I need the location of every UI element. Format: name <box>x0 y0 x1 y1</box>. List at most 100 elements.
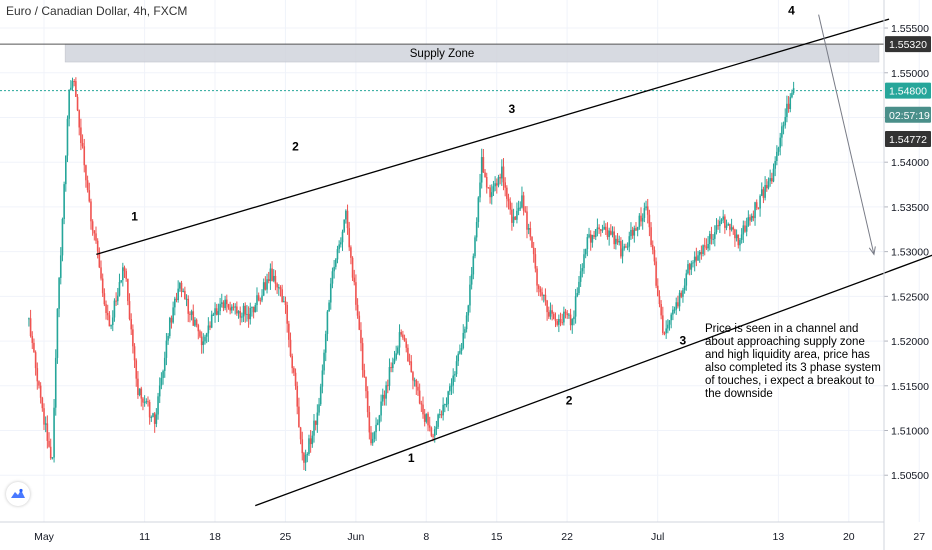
candle-body <box>752 215 755 219</box>
candle-body <box>521 195 523 208</box>
candle-body <box>740 234 743 240</box>
candle-body <box>371 438 374 444</box>
candle-body <box>38 381 40 386</box>
candle-body <box>462 332 465 349</box>
candle-body <box>529 228 532 237</box>
candle-body <box>546 300 548 313</box>
candle-body <box>767 181 770 189</box>
candle-body <box>33 342 35 353</box>
tradingview-logo-icon[interactable] <box>6 482 30 506</box>
candle-body <box>120 280 122 283</box>
candle-body <box>242 305 245 317</box>
candle-body <box>392 362 394 369</box>
candle-body <box>603 226 605 230</box>
candle-body <box>39 385 42 398</box>
candle-body <box>703 245 706 247</box>
candle-body <box>750 215 753 221</box>
projection-arrow-line <box>818 14 875 255</box>
candle-body <box>568 314 570 316</box>
candle-body <box>717 225 719 227</box>
candle-body <box>470 274 473 285</box>
candle-body <box>36 368 39 382</box>
candle-body <box>420 403 423 405</box>
candle-body <box>646 206 649 215</box>
candle-body <box>204 336 206 342</box>
candle-body <box>56 308 59 358</box>
candle-body <box>182 290 184 292</box>
candle-body <box>133 346 136 361</box>
candle-body <box>195 319 198 326</box>
candle-body <box>727 223 730 226</box>
candle-body <box>594 229 597 238</box>
touch-label: 2 <box>292 140 299 154</box>
candle-body <box>730 227 733 230</box>
candle-body <box>725 225 728 228</box>
candle-body <box>651 244 654 250</box>
candle-body <box>737 234 740 246</box>
candle-body <box>673 309 676 311</box>
candle-body <box>175 298 178 301</box>
candle-body <box>665 328 667 334</box>
candle-body <box>658 296 661 305</box>
y-tick-label: 1.52500 <box>891 291 929 303</box>
candle-body <box>219 303 221 312</box>
candle-body <box>501 166 503 179</box>
candle-body <box>467 305 470 316</box>
candle-body <box>653 249 656 262</box>
candle-body <box>566 313 569 316</box>
candle-body <box>422 404 424 415</box>
candle-body <box>648 214 651 228</box>
y-tick-label: 1.53500 <box>891 202 929 214</box>
candle-body <box>423 414 426 422</box>
candle-body <box>214 308 216 315</box>
candle-body <box>724 216 726 228</box>
touch-label: 1 <box>408 451 415 465</box>
candle-body <box>744 225 746 232</box>
candle-body <box>366 391 369 413</box>
candle-body <box>747 217 750 226</box>
candle-body <box>616 238 619 243</box>
candle-body <box>34 352 37 369</box>
candle-body <box>430 427 433 436</box>
candle-body <box>125 271 127 279</box>
candle-body <box>135 360 138 379</box>
candle-body <box>472 256 475 275</box>
candle-body <box>623 246 626 249</box>
candle-body <box>246 313 248 315</box>
candle-body <box>363 370 366 377</box>
candle-body <box>764 185 766 198</box>
candle-body <box>670 314 673 321</box>
candle-body <box>254 305 257 313</box>
candle-body <box>256 295 258 306</box>
candle-body <box>44 423 47 425</box>
candle-body <box>734 229 736 239</box>
candle-body <box>779 137 782 148</box>
candle-body <box>229 307 231 311</box>
y-tick-label: 1.55500 <box>891 23 929 35</box>
candle-body <box>610 230 612 235</box>
touch-label: 4 <box>788 4 795 18</box>
candle-body <box>184 290 186 300</box>
candle-body <box>729 223 731 230</box>
candle-body <box>449 386 451 392</box>
candle-body <box>68 89 70 119</box>
candle-body <box>542 294 545 296</box>
candle-body <box>668 320 671 325</box>
candle-body <box>350 247 352 258</box>
candle-body <box>574 296 577 317</box>
candle-body <box>596 227 599 230</box>
candle-body <box>697 255 699 261</box>
candle-body <box>100 267 102 279</box>
candle-body <box>343 219 345 232</box>
candle-body <box>28 318 30 320</box>
candle-body <box>177 288 179 301</box>
candle-body <box>435 426 438 430</box>
candle-body <box>185 298 188 300</box>
candle-body <box>294 372 297 386</box>
candle-body <box>328 302 330 312</box>
candle-body <box>514 216 517 220</box>
candle-body <box>293 368 295 373</box>
candle-body <box>742 225 745 235</box>
candle-body <box>388 367 391 386</box>
